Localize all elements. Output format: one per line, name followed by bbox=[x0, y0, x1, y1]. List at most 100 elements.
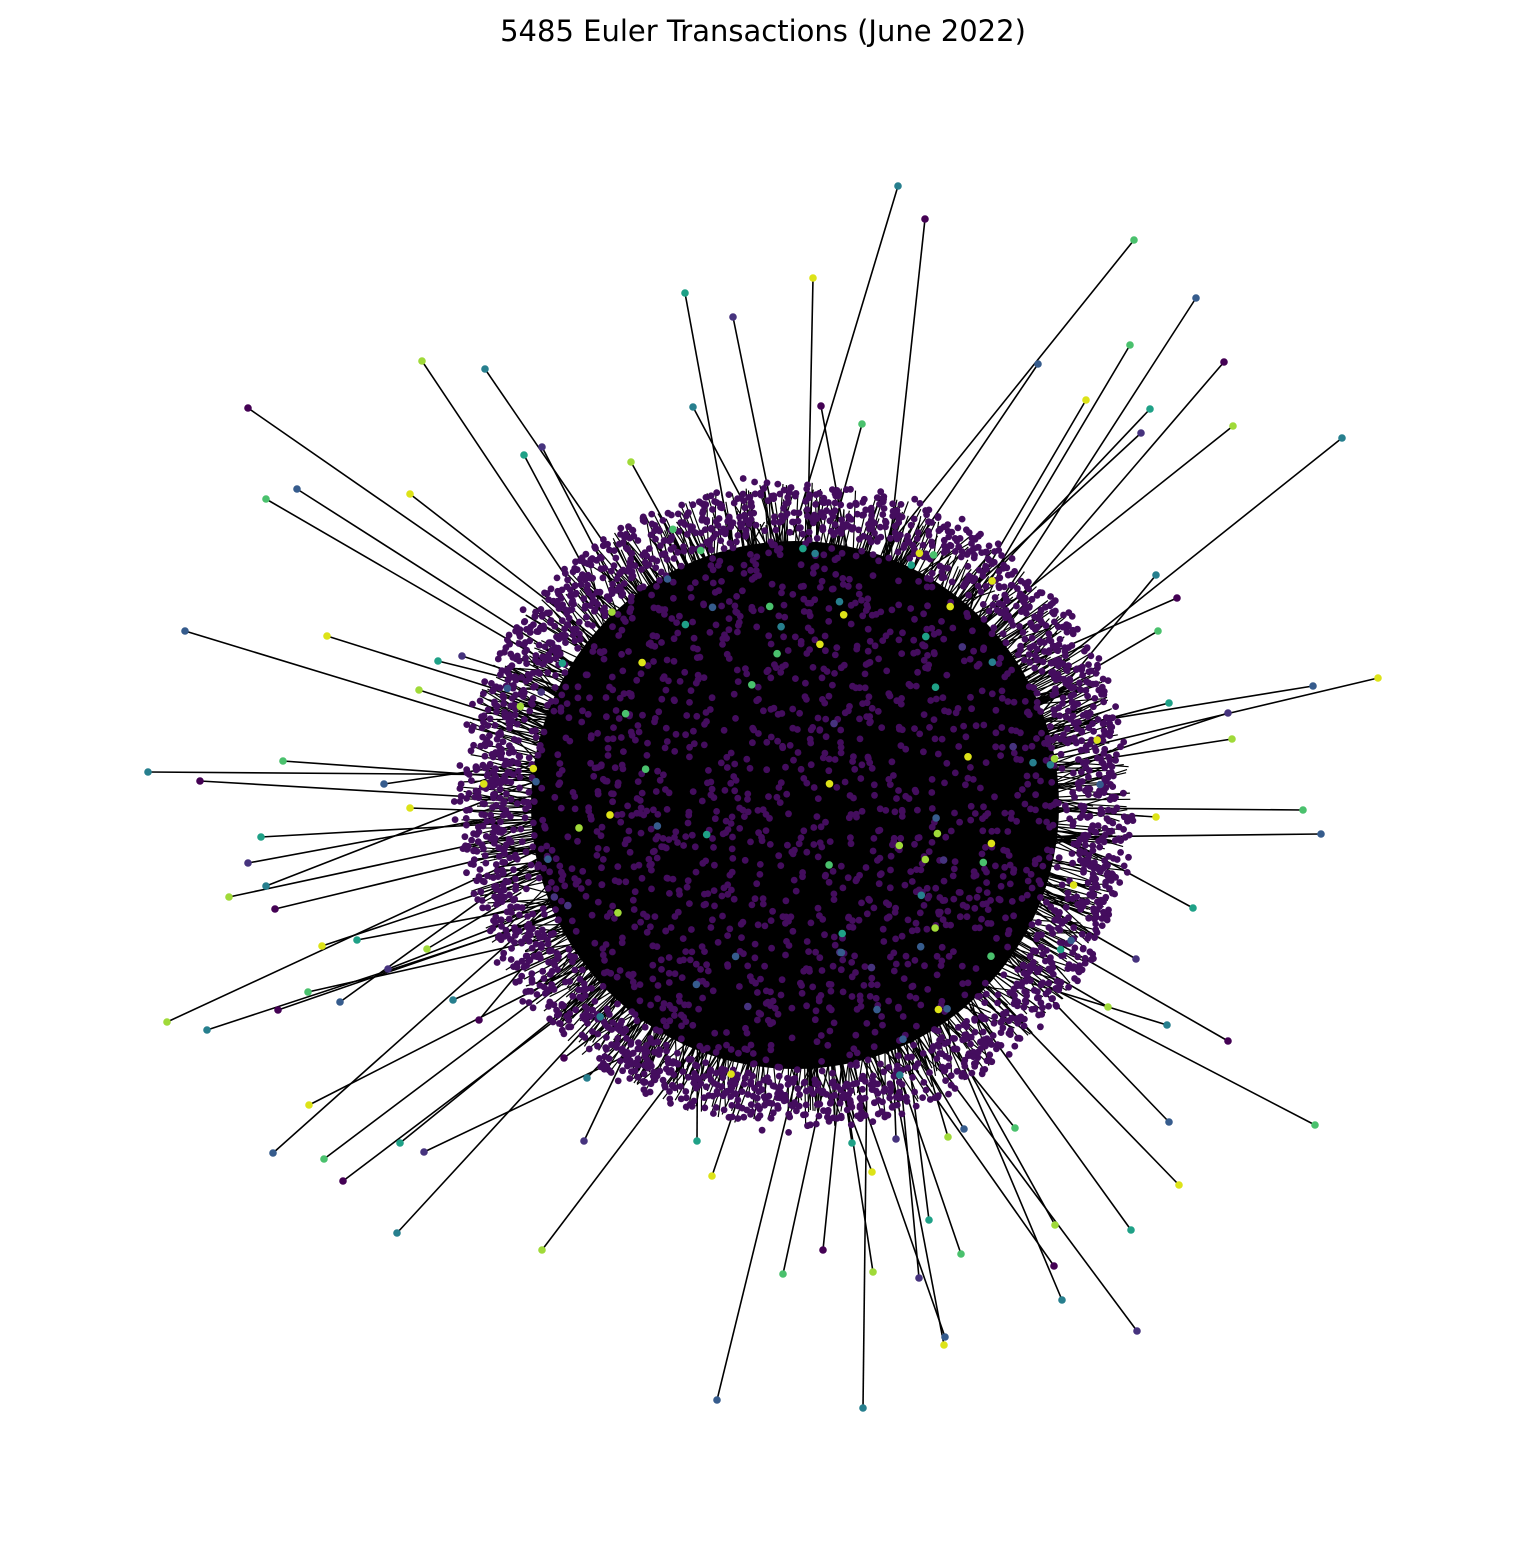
graph-edge bbox=[906, 691, 1079, 735]
graph-node bbox=[721, 1089, 729, 1097]
graph-node bbox=[814, 904, 822, 912]
graph-edge bbox=[839, 616, 1063, 775]
graph-node bbox=[827, 987, 835, 995]
graph-node bbox=[639, 1078, 647, 1085]
graph-node bbox=[606, 546, 613, 554]
graph-node bbox=[898, 650, 906, 657]
graph-node bbox=[1014, 791, 1021, 799]
graph-node bbox=[791, 1075, 799, 1082]
graph-node bbox=[794, 749, 802, 756]
graph-node bbox=[992, 743, 999, 751]
graph-node bbox=[670, 544, 677, 551]
graph-node bbox=[1049, 995, 1056, 1002]
graph-node bbox=[521, 814, 529, 822]
graph-node bbox=[643, 928, 651, 936]
graph-node bbox=[692, 960, 700, 968]
graph-node bbox=[558, 1002, 566, 1010]
graph-node bbox=[963, 913, 971, 921]
graph-node bbox=[803, 1002, 810, 1010]
graph-node bbox=[1022, 999, 1030, 1006]
graph-node bbox=[543, 590, 551, 597]
graph-node bbox=[690, 740, 698, 748]
graph-node bbox=[1070, 684, 1078, 691]
graph-node bbox=[861, 1094, 869, 1102]
graph-node bbox=[839, 988, 847, 996]
graph-node bbox=[915, 834, 923, 841]
graph-node bbox=[686, 753, 693, 761]
graph-node bbox=[924, 664, 932, 672]
graph-node bbox=[831, 651, 839, 659]
graph-node bbox=[468, 777, 475, 784]
graph-node bbox=[510, 736, 518, 743]
graph-node bbox=[753, 553, 761, 561]
graph-node bbox=[743, 1046, 751, 1053]
graph-node bbox=[620, 748, 627, 755]
graph-node bbox=[831, 941, 839, 949]
graph-node bbox=[733, 666, 741, 674]
graph-node bbox=[516, 773, 524, 781]
graph-node bbox=[556, 862, 564, 870]
graph-node bbox=[629, 896, 637, 904]
graph-node bbox=[782, 919, 789, 927]
graph-node bbox=[868, 764, 876, 772]
graph-node bbox=[393, 1229, 401, 1237]
graph-node bbox=[1039, 950, 1047, 958]
graph-node bbox=[873, 1005, 881, 1014]
graph-node bbox=[702, 494, 710, 501]
graph-node bbox=[839, 956, 847, 964]
graph-node bbox=[499, 954, 507, 962]
graph-edge bbox=[900, 1024, 965, 1130]
graph-node bbox=[704, 967, 712, 975]
graph-node bbox=[732, 608, 740, 616]
graph-node bbox=[620, 615, 627, 623]
graph-node bbox=[802, 965, 810, 972]
graph-node bbox=[1028, 1006, 1036, 1013]
graph-node bbox=[558, 876, 566, 884]
graph-node bbox=[875, 827, 882, 835]
graph-node bbox=[779, 1270, 787, 1278]
graph-node bbox=[874, 1090, 882, 1097]
graph-node bbox=[1045, 630, 1053, 638]
graph-node bbox=[920, 656, 928, 664]
graph-edge bbox=[696, 949, 780, 1090]
graph-node bbox=[1084, 785, 1091, 793]
graph-node bbox=[536, 982, 544, 989]
graph-node bbox=[895, 787, 902, 794]
graph-node bbox=[741, 856, 749, 864]
graph-node bbox=[753, 880, 761, 888]
graph-node bbox=[516, 633, 524, 640]
graph-node bbox=[941, 1333, 949, 1341]
graph-edge bbox=[825, 938, 896, 1110]
graph-node bbox=[163, 1018, 171, 1026]
graph-node bbox=[868, 974, 876, 982]
graph-node bbox=[269, 1149, 277, 1157]
graph-node bbox=[660, 771, 667, 779]
graph-node bbox=[602, 1021, 610, 1029]
graph-node bbox=[560, 1054, 568, 1062]
graph-node bbox=[494, 655, 502, 663]
graph-node bbox=[825, 878, 833, 886]
graph-edge bbox=[541, 446, 621, 597]
graph-node bbox=[742, 1024, 749, 1032]
graph-node bbox=[686, 900, 693, 907]
graph-node bbox=[755, 695, 762, 703]
graph-node bbox=[930, 716, 938, 723]
graph-node bbox=[982, 759, 990, 766]
graph-node bbox=[1053, 977, 1061, 985]
graph-node bbox=[924, 986, 932, 993]
graph-node bbox=[1031, 664, 1038, 672]
graph-node bbox=[575, 986, 582, 994]
graph-node bbox=[609, 580, 616, 588]
graph-node bbox=[983, 889, 991, 896]
graph-node bbox=[831, 670, 838, 677]
graph-node bbox=[930, 1043, 937, 1050]
graph-node bbox=[837, 744, 845, 751]
graph-node bbox=[1092, 880, 1100, 888]
graph-node bbox=[1090, 955, 1097, 962]
graph-node bbox=[642, 1090, 650, 1097]
graph-edge bbox=[818, 537, 896, 721]
graph-node bbox=[738, 934, 745, 941]
graph-node bbox=[637, 829, 645, 837]
graph-node bbox=[1017, 646, 1024, 653]
graph-node bbox=[1109, 819, 1117, 827]
